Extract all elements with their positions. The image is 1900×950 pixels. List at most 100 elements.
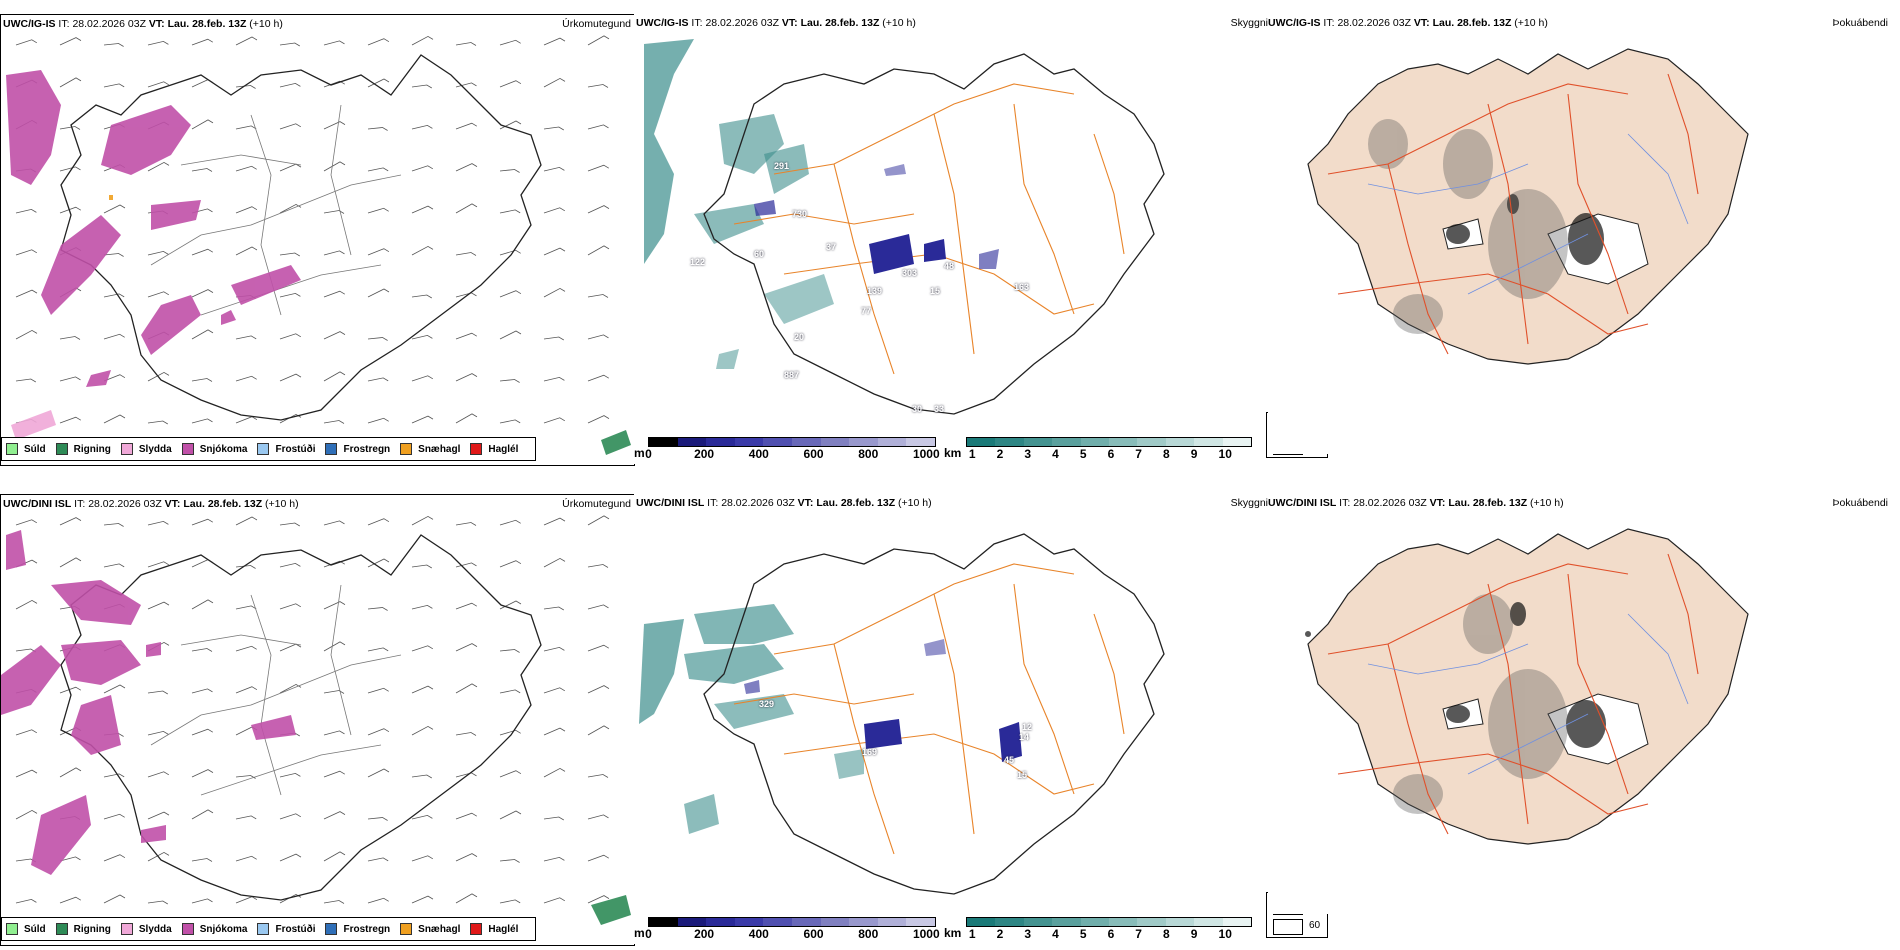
wind-barb: [191, 289, 214, 298]
visibility-colorbar: 1 2 3 4 5 6 7 8 9 10: [966, 437, 1252, 461]
wind-barb: [367, 518, 390, 526]
colorbar-tick-label: 5: [1079, 927, 1087, 941]
model-name: UWC/IG-IS: [636, 17, 689, 29]
wind-barb: [59, 517, 82, 526]
wind-barb: [279, 333, 302, 340]
wind-barb: [499, 39, 521, 46]
wind-barb: [279, 813, 302, 820]
precip-legend-item: Frostregn: [325, 443, 390, 455]
ceiling-value-label: 14: [1019, 732, 1030, 742]
wind-barb: [323, 851, 346, 862]
wind-barb: [59, 126, 81, 130]
wind-barb: [543, 207, 566, 214]
wind-barb: [499, 810, 522, 820]
precip-legend-item: Frostúði: [257, 923, 315, 935]
colorbar-tick-label: 10: [1218, 447, 1232, 461]
legend-label: Haglél: [488, 923, 519, 935]
wind-barb: [455, 602, 478, 610]
wind-barb: [367, 377, 389, 382]
wind-barb: [543, 606, 565, 611]
visibility-unit: km: [944, 446, 962, 460]
wind-barb: [59, 557, 82, 568]
wind-barb: [15, 39, 38, 46]
colorbar-tick-label: 600: [803, 927, 824, 941]
wind-barb: [367, 558, 390, 568]
vt-label: VT:: [164, 498, 181, 510]
wind-barb: [323, 560, 346, 568]
wind-barb: [103, 894, 126, 904]
wind-barb: [323, 690, 345, 694]
wind-barb: [191, 119, 214, 130]
wind-barb: [367, 167, 389, 172]
wind-barb: [147, 811, 170, 820]
wind-barb: [411, 725, 434, 736]
precip-legend-item: Slydda: [120, 923, 172, 935]
wind-barb: [59, 686, 82, 694]
legend-label: Snjókoma: [199, 923, 248, 935]
wind-barb: [191, 518, 214, 526]
ceiling-visibility-map-row1: [644, 39, 1165, 415]
legend-swatch: [470, 443, 483, 455]
wind-barb: [279, 373, 302, 382]
precip-legend-item: Snæhagl: [400, 923, 460, 935]
wind-barb: [191, 688, 213, 694]
wind-barb: [279, 292, 301, 298]
wind-barb: [147, 371, 170, 382]
wind-barb: [323, 730, 345, 736]
iceland-coastline: [703, 53, 1165, 415]
wind-barb: [587, 374, 610, 382]
wind-barb: [147, 161, 170, 172]
ceiling-value-label: 20: [794, 332, 805, 342]
wind-barb: [147, 771, 170, 778]
wind-barb: [235, 815, 257, 820]
colorbar-tick-label: 2: [996, 447, 1004, 461]
wind-barb: [411, 245, 434, 256]
legend-swatch: [120, 443, 133, 455]
wind-barb: [455, 332, 478, 340]
wind-barb: [587, 124, 609, 130]
wind-barb: [103, 204, 126, 214]
wind-barb: [499, 649, 520, 653]
legend-swatch: [6, 443, 18, 455]
wind-barb: [323, 121, 346, 130]
wind-barb: [147, 561, 170, 568]
wind-barb: [147, 601, 170, 610]
precip-legend-item: Haglél: [470, 923, 518, 935]
legend-label: Frostregn: [343, 443, 391, 455]
panel-header-row1-fog: UWC/IG-IS IT: 28.02.2026 03Z VT: Lau. 28…: [1268, 17, 1548, 29]
wind-barb: [323, 900, 345, 904]
visibility-colorbar: 1 2 3 4 5 6 7 8 9 10: [966, 917, 1252, 941]
legend-swatch: [257, 443, 270, 455]
vt-value: Lau. 28.feb. 13Z: [183, 498, 263, 510]
wind-barb: [147, 40, 169, 46]
colorbar-tick-label: 4: [1052, 447, 1059, 461]
wind-barb: [235, 36, 258, 46]
wind-barb: [543, 816, 565, 821]
wind-barb: [59, 896, 82, 904]
colorbar-tick-label: 400: [748, 927, 769, 941]
wind-barb: [279, 123, 302, 130]
wind-barb: [235, 85, 256, 89]
ceiling-value-label: 887: [784, 370, 800, 380]
legend-label: Frostregn: [343, 923, 391, 935]
wind-barb: [15, 769, 38, 778]
wind-barb: [367, 207, 389, 214]
panel-header-row2-precip: UWC/DINI ISL IT: 28.02.2026 03Z VT: Lau.…: [3, 498, 299, 510]
precip-legend-item: Súld: [6, 443, 46, 455]
wind-barb: [279, 772, 301, 778]
wind-barb: [147, 900, 169, 905]
wind-barb: [235, 565, 256, 569]
wind-barb: [147, 851, 170, 862]
precip-map-row2: [1, 515, 631, 925]
lead-time: (+10 h): [1530, 497, 1564, 509]
legend-swatch: [120, 923, 133, 935]
wind-barb: [59, 166, 81, 172]
it-label: IT:: [58, 18, 70, 30]
wind-barb: [543, 166, 565, 172]
lead-time: (+10 h): [265, 498, 299, 510]
wind-barb: [499, 249, 521, 256]
wind-barb: [499, 560, 522, 568]
wind-barb: [543, 646, 565, 652]
colorbar-tick-label: 8: [1163, 447, 1170, 461]
vt-value: Lau. 28.feb. 13Z: [800, 17, 880, 29]
